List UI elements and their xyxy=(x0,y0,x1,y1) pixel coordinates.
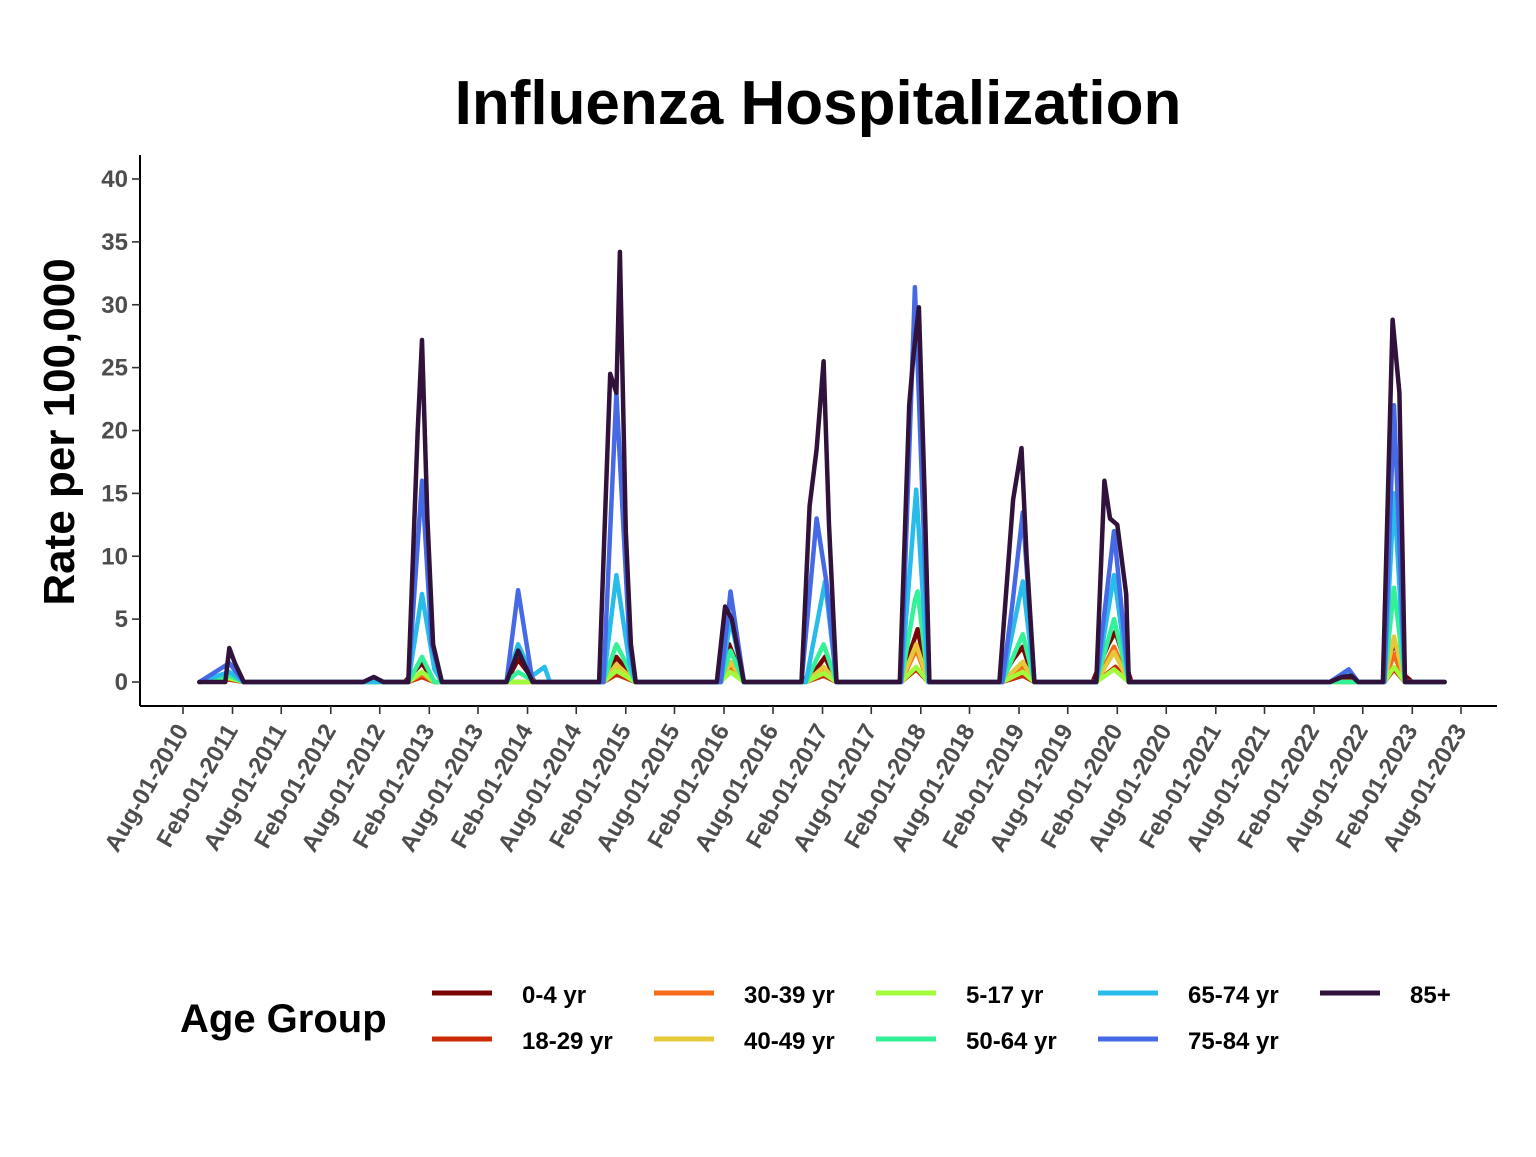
legend-label: 30-39 yr xyxy=(744,982,835,1009)
y-tick-label: 40 xyxy=(101,166,128,193)
y-axis: 0 5 10 15 20 25 30 35 40 xyxy=(101,155,141,706)
legend-title: Age Group xyxy=(180,997,387,1041)
series-line-75-84-yr xyxy=(197,284,1447,685)
legend: Age Group 0-4 yr 18-29 yr 30-39 yr 40-49 yr… xyxy=(180,982,1451,1055)
y-tick-label: 0 xyxy=(115,669,128,696)
legend-label: 5-17 yr xyxy=(966,982,1043,1009)
y-tick-label: 30 xyxy=(101,292,128,319)
series-line-85- xyxy=(197,249,1447,685)
y-tick-label: 20 xyxy=(101,418,128,445)
y-tick-label: 10 xyxy=(101,543,128,570)
y-tick-label: 35 xyxy=(101,229,128,256)
legend-label: 75-84 yr xyxy=(1188,1028,1279,1055)
y-tick-label: 25 xyxy=(101,355,128,382)
legend-label: 65-74 yr xyxy=(1188,982,1279,1009)
legend-label: 18-29 yr xyxy=(522,1028,613,1055)
y-tick-label: 15 xyxy=(101,480,128,507)
legend-label: 40-49 yr xyxy=(744,1028,835,1055)
legend-label: 0-4 yr xyxy=(522,982,586,1009)
chart-title: Influenza Hospitalization xyxy=(455,69,1182,138)
plot-area xyxy=(197,249,1447,685)
series-line-5-17-yr xyxy=(197,664,1447,685)
y-axis-title: Rate per 100,000 xyxy=(35,258,84,605)
x-axis: Aug-01-2010Feb-01-2011Aug-01-2011Feb-01-… xyxy=(99,705,1497,857)
series-line-65-74-yr xyxy=(197,487,1447,685)
legend-label: 85+ xyxy=(1410,982,1451,1009)
legend-label: 50-64 yr xyxy=(966,1028,1057,1055)
y-tick-label: 5 xyxy=(115,606,128,633)
